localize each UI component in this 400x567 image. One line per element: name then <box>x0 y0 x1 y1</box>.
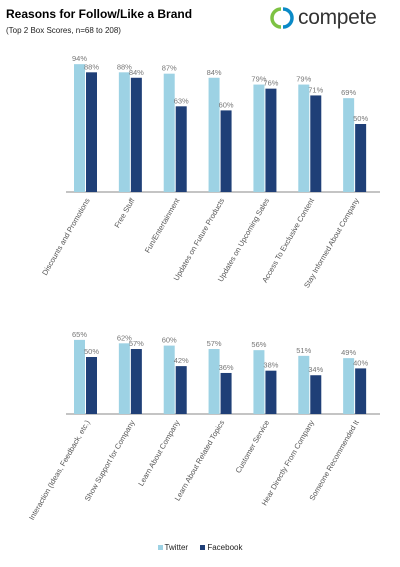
data-label-twitter-1-0: 65% <box>72 330 87 339</box>
bar-facebook-0-0 <box>86 72 97 192</box>
category-label-1-6: Someone Recommended It <box>307 418 361 502</box>
data-label-facebook-1-3: 36% <box>219 363 234 372</box>
legend-swatch-twitter <box>157 544 163 550</box>
data-label-twitter-1-4: 56% <box>251 340 266 349</box>
bar-twitter-1-4 <box>253 350 265 414</box>
category-label-1-3: Learn About Related Topics <box>173 418 227 502</box>
bar-twitter-0-1 <box>118 72 130 192</box>
legend-swatch-facebook <box>200 544 206 550</box>
bar-twitter-1-3 <box>208 349 220 414</box>
bar-facebook-1-3 <box>220 372 232 414</box>
data-label-twitter-0-2: 87% <box>162 64 177 73</box>
bar-twitter-1-0 <box>74 339 85 414</box>
data-label-facebook-1-0: 50% <box>84 347 99 356</box>
bar-twitter-0-5 <box>298 84 310 192</box>
bar-facebook-1-4 <box>265 370 277 414</box>
category-label-0-0: Discounts and Promotions <box>40 196 92 277</box>
category-label-0-3: Updates on Future Products <box>172 196 227 282</box>
data-label-twitter-0-5: 79% <box>296 75 311 84</box>
bottom-bar-chart: 65% 50% Interaction (Ideas, Feedback, etc.… <box>27 330 380 522</box>
bar-twitter-1-5 <box>298 355 310 414</box>
compete-logo-icon <box>270 7 294 29</box>
data-label-twitter-0-1: 88% <box>117 62 132 71</box>
category-label-0-4: Updates on Upcoming Sales <box>216 196 271 283</box>
data-label-facebook-0-0: 88% <box>84 62 99 71</box>
legend-entry-facebook: Facebook <box>200 543 242 552</box>
category-label-1-4: Customer Service <box>234 419 272 475</box>
bar-facebook-1-6 <box>355 368 367 414</box>
data-label-twitter-0-6: 69% <box>341 88 356 97</box>
legend-entry-twitter: Twitter <box>157 543 191 552</box>
data-label-facebook-1-6: 40% <box>353 358 368 367</box>
data-label-twitter-1-3: 57% <box>207 339 222 348</box>
data-label-facebook-0-2: 63% <box>174 96 189 105</box>
bar-twitter-0-3 <box>208 77 220 192</box>
bar-twitter-0-6 <box>343 98 355 192</box>
data-label-facebook-0-5: 71% <box>308 85 323 94</box>
category-label-0-2: Fun/Entertainment <box>143 196 182 255</box>
bar-facebook-0-5 <box>310 95 322 192</box>
data-label-facebook-1-2: 42% <box>174 356 189 365</box>
data-label-twitter-1-5: 51% <box>296 346 311 355</box>
bar-facebook-1-5 <box>310 375 322 414</box>
category-label-1-5: Hear Directly From Company <box>260 418 316 507</box>
page-subtitle: (Top 2 Box Scores, n=68 to 208) <box>6 26 121 35</box>
bar-facebook-1-2 <box>175 366 187 414</box>
data-label-twitter-1-1: 62% <box>117 333 132 342</box>
bar-twitter-1-1 <box>118 343 130 414</box>
top-bar-chart: 94%88%Discounts and Promotions88%84%Free… <box>40 54 380 289</box>
data-label-facebook-0-6: 50% <box>353 114 368 123</box>
bar-twitter-0-4 <box>253 84 265 192</box>
category-label-0-1: Free Stuff <box>112 196 137 230</box>
bar-facebook-0-2 <box>175 106 187 192</box>
bar-facebook-0-4 <box>265 88 277 192</box>
bar-facebook-0-6 <box>355 124 367 192</box>
data-label-facebook-1-4: 38% <box>263 361 278 370</box>
bar-twitter-0-2 <box>163 73 175 192</box>
data-label-twitter-1-6: 49% <box>341 348 356 357</box>
category-label-1-1: Show Support for Company <box>83 418 137 503</box>
bar-twitter-1-2 <box>163 345 175 414</box>
data-label-facebook-1-1: 57% <box>129 339 144 348</box>
legend-label-twitter: Twitter <box>164 543 189 552</box>
data-label-twitter-0-3: 84% <box>207 68 222 77</box>
category-label-1-0: Interaction (Ideas, Feedback, etc.) <box>27 418 92 521</box>
bar-twitter-0-0 <box>74 64 85 192</box>
bar-facebook-1-1 <box>130 349 142 414</box>
data-label-facebook-0-3: 60% <box>219 100 234 109</box>
chart-legend: Twitter Facebook <box>0 543 400 552</box>
brand-name: compete <box>298 6 377 29</box>
bar-facebook-0-1 <box>130 77 142 192</box>
bar-facebook-1-0 <box>86 357 97 414</box>
legend-label-facebook: Facebook <box>207 543 243 552</box>
bar-twitter-1-6 <box>343 358 355 414</box>
category-label-0-6: Stay Informed About Company <box>302 196 361 289</box>
data-label-twitter-0-4: 79% <box>251 75 266 84</box>
data-label-facebook-0-4: 76% <box>263 79 278 88</box>
data-label-twitter-0-0: 94% <box>72 54 87 63</box>
bar-facebook-0-3 <box>220 110 232 192</box>
data-label-facebook-0-1: 84% <box>129 68 144 77</box>
category-label-1-2: Learn About Company <box>136 418 181 487</box>
data-label-twitter-1-2: 60% <box>162 336 177 345</box>
page-title: Reasons for Follow/Like a Brand <box>6 7 193 21</box>
category-label-0-5: Access To Exclusive Content <box>260 196 316 285</box>
brand-logo: compete <box>270 6 377 30</box>
data-label-facebook-1-5: 34% <box>308 365 323 374</box>
